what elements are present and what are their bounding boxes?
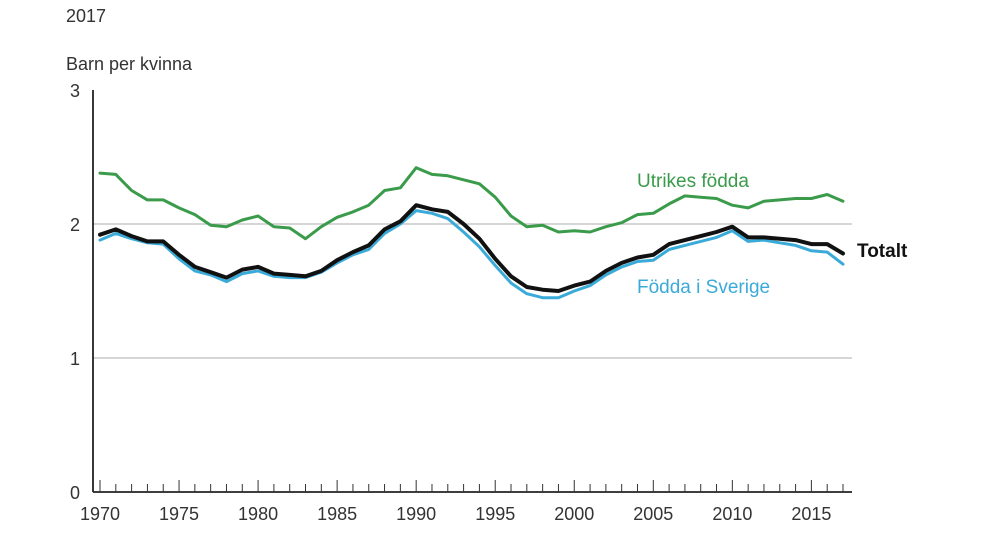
series-label-totalt: Totalt	[857, 241, 908, 262]
y-tick-label: 1	[70, 349, 80, 369]
y-tick-label: 0	[70, 483, 80, 503]
series-lines	[98, 166, 845, 300]
y-axis-label: Barn per kvinna	[66, 54, 193, 74]
x-tick-label: 1975	[159, 504, 199, 524]
grid-lines	[93, 223, 852, 359]
x-tick-label: 2000	[554, 504, 594, 524]
y-tick-label: 2	[70, 215, 80, 235]
x-tick-label: 2015	[791, 504, 831, 524]
x-tick-label: 1990	[396, 504, 436, 524]
axes: 0 1 2 3 1970 1975 1980 1985 1990 1995 2000 2005 2010…	[70, 81, 852, 524]
x-tick-label: 2010	[712, 504, 752, 524]
series-line-födda-i-sverige	[98, 209, 845, 300]
series-line-totalt	[98, 203, 845, 293]
series-label-födda-i-sverige: Födda i Sverige	[637, 277, 770, 298]
series-line-utrikes-födda	[98, 166, 845, 241]
x-tick-label: 1980	[238, 504, 278, 524]
chart-year-title: 2017	[66, 6, 106, 26]
x-tick-label: 1985	[317, 504, 357, 524]
x-tick-label: 1995	[475, 504, 515, 524]
x-tick-label: 2005	[633, 504, 673, 524]
series-label-utrikes-födda: Utrikes födda	[637, 171, 749, 192]
series-labels: Utrikes födda Totalt Födda i Sverige	[637, 171, 908, 298]
y-tick-label: 3	[70, 81, 80, 101]
x-tick-label: 1970	[80, 504, 120, 524]
